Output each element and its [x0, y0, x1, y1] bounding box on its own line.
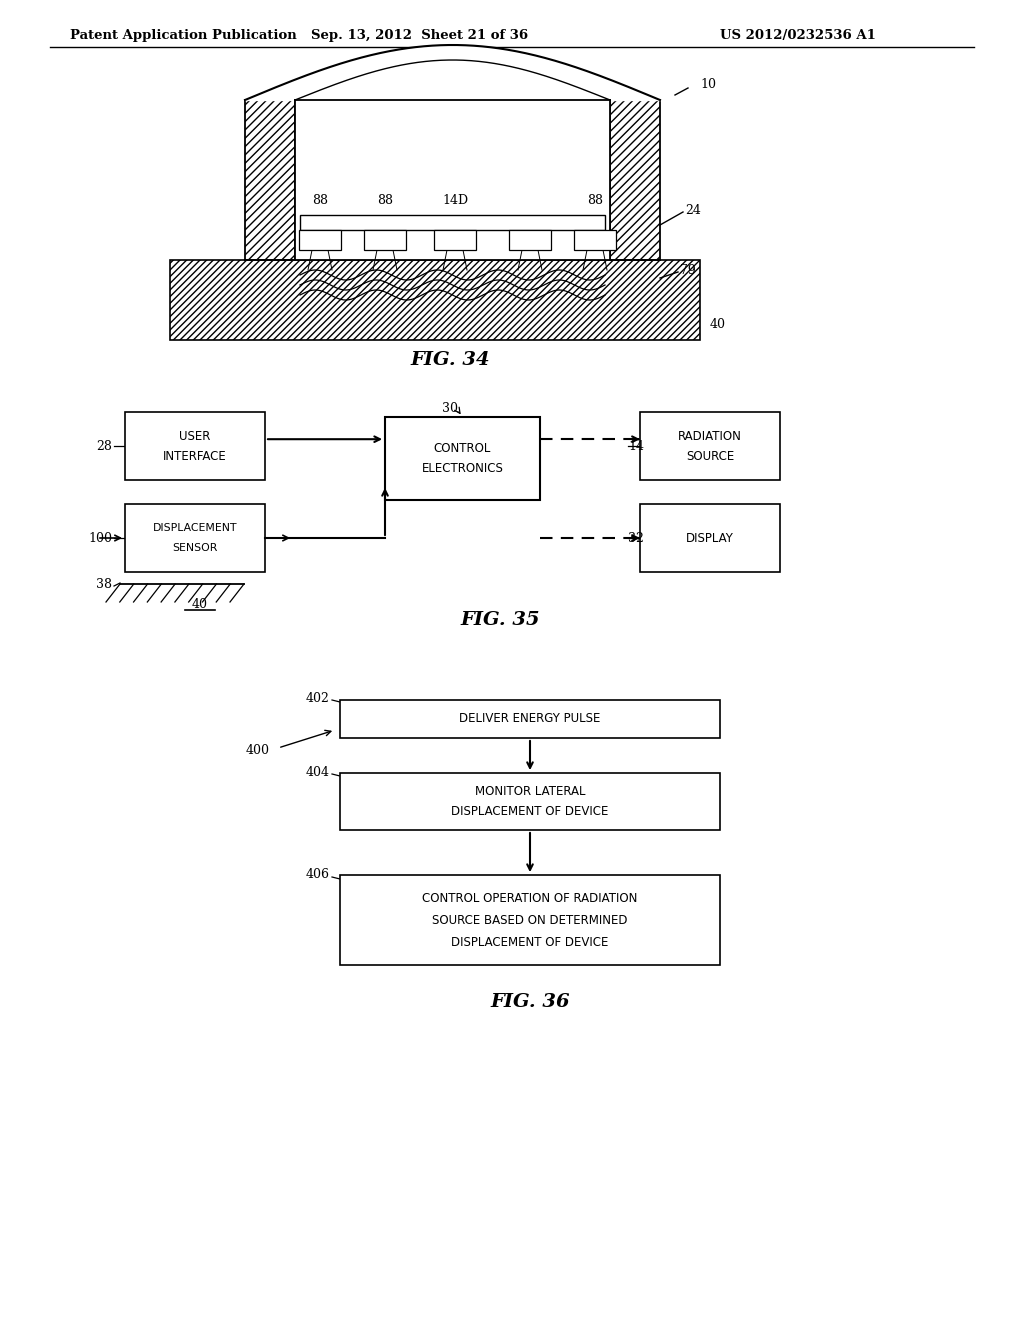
Polygon shape — [245, 100, 295, 260]
Polygon shape — [364, 230, 406, 249]
Text: 40: 40 — [710, 318, 726, 331]
Polygon shape — [574, 230, 616, 249]
FancyBboxPatch shape — [640, 412, 780, 480]
Text: USER: USER — [179, 429, 211, 442]
Polygon shape — [300, 215, 605, 230]
FancyBboxPatch shape — [385, 417, 540, 500]
Text: 24: 24 — [685, 203, 700, 216]
FancyBboxPatch shape — [125, 504, 265, 572]
FancyBboxPatch shape — [340, 774, 720, 830]
Text: 14D: 14D — [442, 194, 468, 207]
Text: 14: 14 — [628, 440, 644, 453]
Text: 32: 32 — [628, 532, 644, 544]
Text: Patent Application Publication: Patent Application Publication — [70, 29, 297, 41]
Polygon shape — [610, 100, 660, 260]
Text: 100: 100 — [88, 532, 112, 544]
Text: FIG. 35: FIG. 35 — [460, 611, 540, 630]
Text: 40: 40 — [193, 598, 208, 611]
Text: 38: 38 — [96, 578, 112, 590]
FancyBboxPatch shape — [125, 412, 265, 480]
Text: DISPLAY: DISPLAY — [686, 532, 734, 544]
Text: SOURCE: SOURCE — [686, 450, 734, 462]
FancyBboxPatch shape — [340, 700, 720, 738]
Text: DISPLACEMENT: DISPLACEMENT — [153, 523, 238, 533]
Text: US 2012/0232536 A1: US 2012/0232536 A1 — [720, 29, 876, 41]
Text: SOURCE BASED ON DETERMINED: SOURCE BASED ON DETERMINED — [432, 913, 628, 927]
Text: CONTROL: CONTROL — [434, 442, 492, 455]
Text: 30: 30 — [442, 401, 458, 414]
Text: Sep. 13, 2012  Sheet 21 of 36: Sep. 13, 2012 Sheet 21 of 36 — [311, 29, 528, 41]
Polygon shape — [509, 230, 551, 249]
Text: 400: 400 — [246, 743, 270, 756]
Text: 79: 79 — [680, 264, 695, 276]
Text: RADIATION: RADIATION — [678, 429, 742, 442]
Polygon shape — [170, 260, 700, 341]
Text: MONITOR LATERAL: MONITOR LATERAL — [475, 785, 586, 799]
Text: 88: 88 — [377, 194, 393, 207]
Text: FIG. 34: FIG. 34 — [411, 351, 489, 370]
Text: CONTROL OPERATION OF RADIATION: CONTROL OPERATION OF RADIATION — [422, 891, 638, 904]
Text: 404: 404 — [306, 766, 330, 779]
Text: DELIVER ENERGY PULSE: DELIVER ENERGY PULSE — [460, 713, 601, 726]
Text: DISPLACEMENT OF DEVICE: DISPLACEMENT OF DEVICE — [452, 805, 608, 818]
Text: SENSOR: SENSOR — [172, 543, 218, 553]
FancyBboxPatch shape — [340, 875, 720, 965]
Polygon shape — [299, 230, 341, 249]
Text: DISPLACEMENT OF DEVICE: DISPLACEMENT OF DEVICE — [452, 936, 608, 949]
Text: 406: 406 — [306, 869, 330, 882]
Text: 28: 28 — [96, 440, 112, 453]
Text: ELECTRONICS: ELECTRONICS — [422, 462, 504, 475]
Polygon shape — [434, 230, 476, 249]
FancyBboxPatch shape — [640, 504, 780, 572]
Text: INTERFACE: INTERFACE — [163, 450, 227, 462]
Text: 10: 10 — [700, 78, 716, 91]
Polygon shape — [295, 100, 610, 260]
Text: 402: 402 — [306, 692, 330, 705]
Text: FIG. 36: FIG. 36 — [490, 993, 569, 1011]
Text: 88: 88 — [587, 194, 603, 207]
Text: 88: 88 — [312, 194, 328, 207]
